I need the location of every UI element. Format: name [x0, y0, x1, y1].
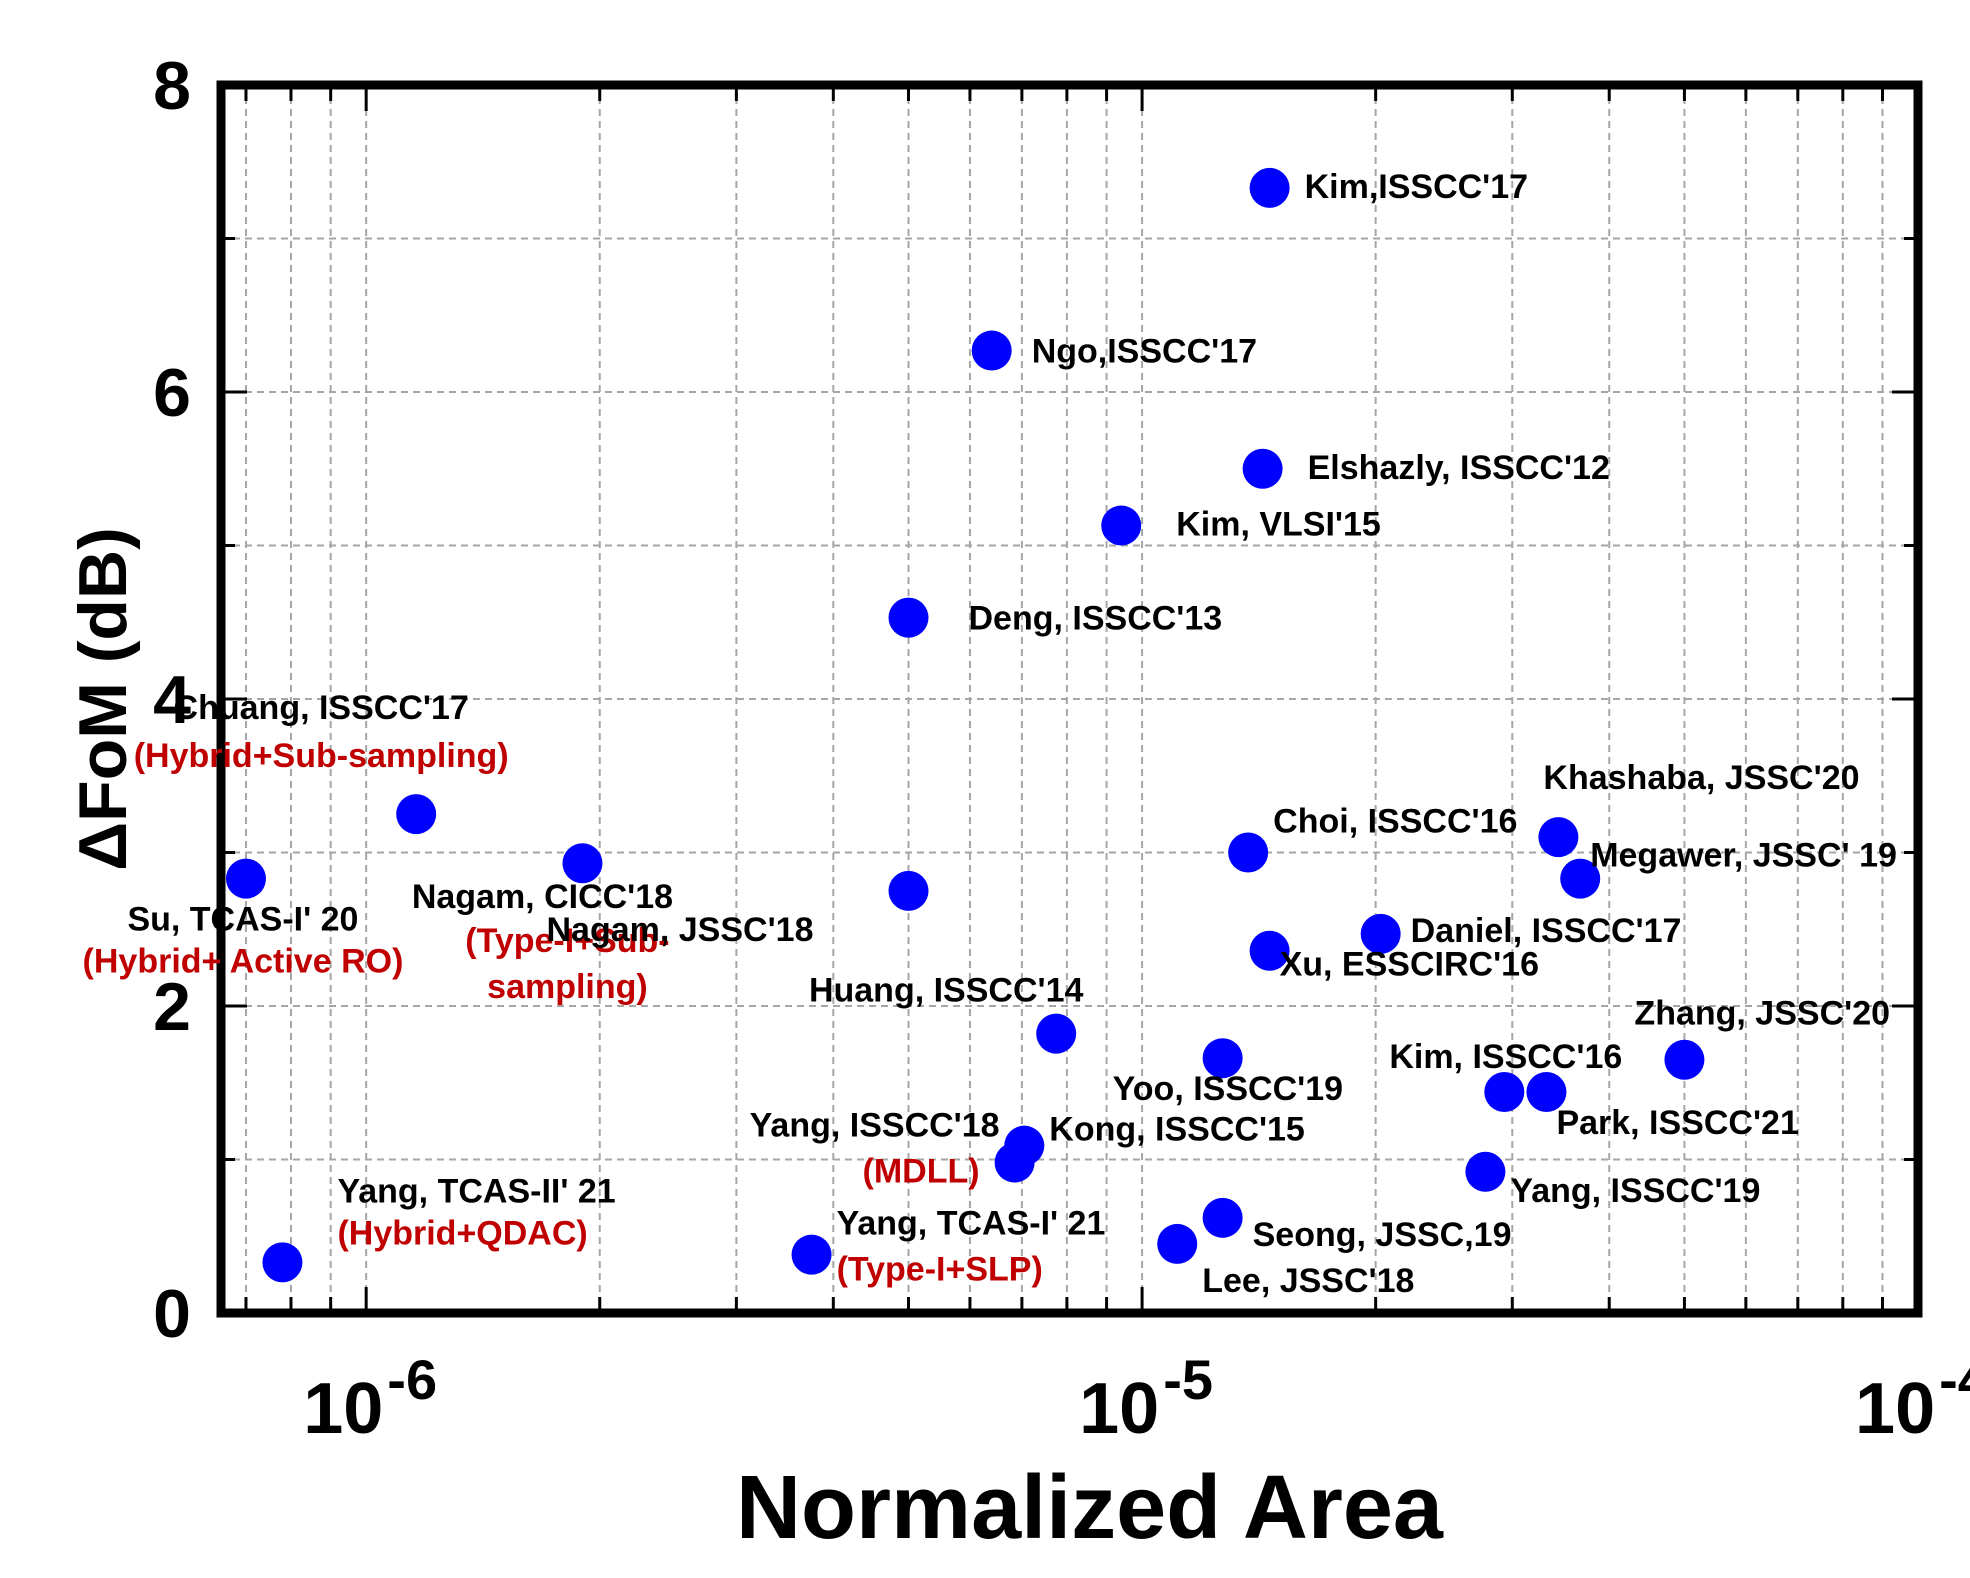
data-point [562, 843, 603, 884]
data-point [1036, 1013, 1077, 1054]
y-axis-ticks: 0 2 4 6 8 [153, 48, 191, 1352]
point-label: Yang, ISSCC'18 [750, 1107, 1000, 1145]
data-point [971, 330, 1012, 371]
y-tick-label: 2 [153, 969, 191, 1045]
point-label: Nagam, CICC'18 [412, 878, 673, 916]
data-point [1228, 832, 1269, 873]
data-point [1465, 1151, 1506, 1192]
y-axis-label: ΔFoM (dB) [65, 527, 141, 870]
data-point [1004, 1125, 1045, 1166]
data-point [1249, 167, 1290, 208]
point-label: Chuang, ISSCC'17 [174, 689, 469, 727]
point-label: Huang, ISSCC'14 [809, 972, 1084, 1010]
point-labels: Su, TCAS-I' 20 (Hybrid+ Active RO) Yang, T… [83, 168, 1897, 1300]
point-note: (Hybrid+QDAC) [337, 1214, 587, 1252]
point-label: Lee, JSSC'18 [1202, 1262, 1414, 1300]
data-point [791, 1234, 832, 1275]
x-tick-label: 10-6 [303, 1348, 437, 1449]
point-note: (Hybrid+Sub-sampling) [134, 737, 509, 775]
point-note: (Hybrid+ Active RO) [83, 943, 404, 981]
point-label: Nagam, JSSC'18 [547, 911, 814, 949]
data-point [1157, 1223, 1198, 1264]
data-point [1538, 817, 1579, 858]
data-points [225, 167, 1705, 1283]
point-label: Yang, TCAS-II' 21 [337, 1172, 615, 1210]
point-label: Yang, ISSCC'19 [1510, 1172, 1760, 1210]
x-tick-label: 10-4 [1855, 1348, 1970, 1449]
data-point [1202, 1038, 1243, 1079]
y-tick-label: 6 [153, 355, 191, 431]
point-label: Kim, ISSCC'16 [1389, 1038, 1622, 1076]
data-point [888, 870, 929, 911]
data-point [888, 597, 929, 638]
point-note: (Type-I+Sub-sampling) [465, 922, 669, 1006]
y-tick-label: 8 [153, 48, 191, 124]
point-label: Megawer, JSSC' 19 [1590, 837, 1897, 875]
plot-frame [216, 80, 1923, 1318]
point-label: Khashaba, JSSC'20 [1543, 759, 1859, 797]
data-point [1664, 1039, 1705, 1080]
point-label: Zhang, JSSC'20 [1634, 995, 1890, 1033]
x-axis-label: Normalized Area [736, 1458, 1444, 1558]
data-point [1560, 858, 1601, 899]
point-label: Choi, ISSCC'16 [1273, 803, 1517, 841]
data-point [1101, 505, 1142, 546]
point-label: Yang, TCAS-I' 21 [837, 1205, 1106, 1243]
grid-lines [221, 85, 1918, 1313]
point-label: Elshazly, ISSCC'12 [1308, 449, 1610, 487]
point-label: Xu, ESSCIRC'16 [1280, 946, 1539, 984]
point-note: (MDLL) [863, 1153, 980, 1191]
point-label: Park, ISSCC'21 [1556, 1104, 1798, 1142]
x-tick-label: 10-5 [1079, 1348, 1213, 1449]
y-tick-label: 4 [153, 662, 191, 738]
data-point [1484, 1071, 1525, 1112]
data-point [396, 794, 437, 835]
point-label: Su, TCAS-I' 20 [127, 901, 358, 939]
data-point [225, 858, 266, 899]
point-label: Yoo, ISSCC'19 [1113, 1070, 1343, 1108]
point-label: Seong, JSSC,19 [1253, 1216, 1512, 1254]
data-point [1242, 448, 1283, 489]
point-label: Kim,ISSCC'17 [1305, 168, 1529, 206]
data-point [1526, 1071, 1567, 1112]
data-point [1202, 1197, 1243, 1238]
point-note: (Type-I+SLP) [837, 1251, 1043, 1289]
x-axis-ticks: 10-6 10-5 10-4 [303, 1348, 1970, 1449]
point-label: Ngo,ISSCC'17 [1032, 333, 1257, 371]
data-point [1249, 930, 1290, 971]
y-tick-label: 0 [153, 1276, 191, 1352]
point-label: Kim, VLSI'15 [1176, 506, 1381, 544]
point-label: Daniel, ISSCC'17 [1411, 912, 1682, 950]
data-point [1360, 913, 1401, 954]
data-point [262, 1242, 303, 1283]
point-label: Kong, ISSCC'15 [1049, 1111, 1305, 1149]
point-label: Deng, ISSCC'13 [969, 600, 1223, 638]
